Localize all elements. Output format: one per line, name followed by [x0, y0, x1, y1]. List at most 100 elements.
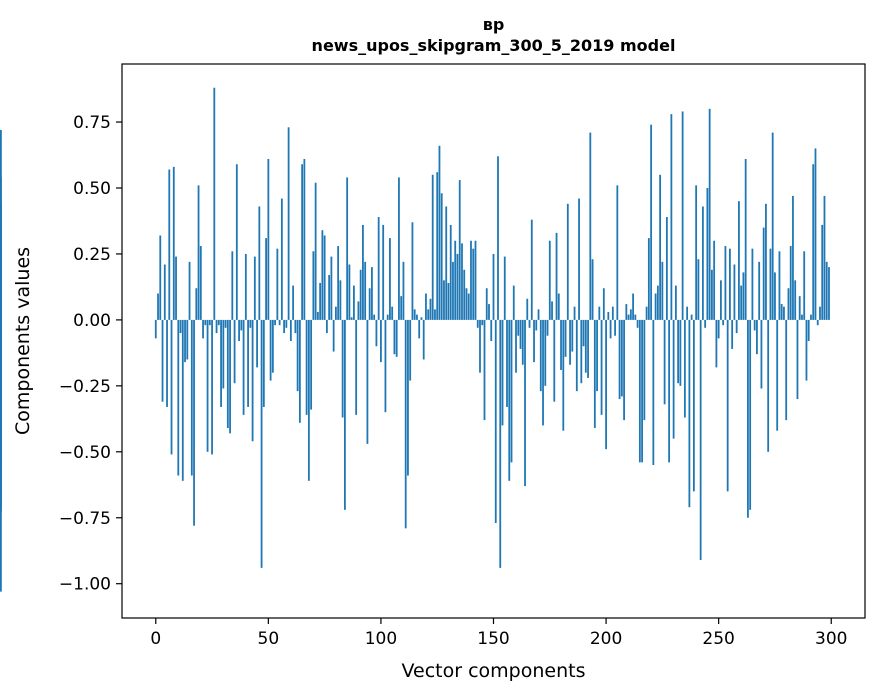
bar: [828, 267, 830, 320]
bar: [769, 248, 772, 320]
bar: [474, 240, 477, 320]
bar: [231, 251, 234, 320]
bar: [386, 314, 389, 320]
bar: [321, 230, 324, 320]
bar: [708, 108, 711, 320]
bar: [393, 319, 396, 355]
bar: [204, 319, 207, 326]
bar: [515, 319, 517, 373]
bar: [726, 319, 729, 492]
bar: [265, 238, 267, 320]
bar: [404, 319, 407, 529]
bar: [346, 177, 349, 320]
bar: [528, 319, 531, 328]
bar: [663, 319, 666, 405]
bar: [364, 261, 367, 320]
bar: [445, 206, 448, 320]
bar: [735, 319, 738, 334]
bar: [792, 195, 794, 320]
bar: [193, 319, 195, 526]
bar: [416, 314, 418, 320]
bar: [449, 224, 452, 320]
bar: [620, 319, 623, 397]
bar: [479, 319, 481, 373]
bar: [319, 282, 322, 320]
bar: [238, 319, 240, 341]
bar: [0, 319, 2, 592]
bar: [305, 319, 308, 415]
bar: [609, 319, 612, 339]
bar: [645, 306, 648, 320]
bar: [452, 261, 454, 320]
bar: [380, 319, 382, 363]
bar: [539, 319, 542, 392]
bar: [206, 319, 209, 452]
bar: [760, 319, 763, 389]
bar: [454, 240, 457, 320]
bar: [398, 177, 400, 320]
bar: [249, 319, 252, 328]
bar: [661, 261, 664, 320]
bar: [463, 269, 466, 320]
bar: [362, 224, 364, 320]
y-tick-label: −1.00: [59, 575, 111, 595]
bar: [384, 319, 387, 413]
bar: [366, 319, 369, 444]
bar: [638, 319, 641, 463]
bar: [0, 129, 2, 320]
chart-title-line2: news_upos_skipgram_300_5_2019 model: [312, 36, 676, 55]
bar: [294, 319, 297, 334]
bar: [530, 219, 533, 320]
bar: [724, 246, 727, 320]
bar: [411, 222, 414, 320]
bar: [672, 319, 675, 439]
bar: [542, 319, 544, 426]
bar: [168, 169, 171, 320]
bar: [436, 172, 439, 320]
bar: [571, 319, 574, 352]
bar: [323, 235, 326, 320]
bar: [157, 293, 159, 320]
bar: [400, 296, 403, 320]
y-tick-label: 0.25: [73, 245, 111, 265]
bar: [490, 319, 493, 341]
bar: [533, 319, 535, 363]
bar: [175, 256, 177, 320]
bar: [163, 264, 166, 320]
bar: [278, 319, 281, 326]
bar: [812, 164, 815, 320]
bar: [733, 264, 736, 320]
bar: [375, 319, 378, 347]
bar: [217, 319, 220, 326]
bar: [816, 319, 819, 326]
bar: [233, 319, 236, 384]
bar: [251, 319, 254, 442]
x-tick-label: 300: [815, 629, 847, 649]
bar: [692, 319, 695, 492]
bar: [307, 319, 310, 481]
bar: [546, 319, 549, 336]
bar: [501, 319, 504, 426]
bar: [447, 282, 450, 320]
bar: [190, 319, 193, 476]
bar: [798, 296, 801, 320]
bar: [368, 288, 371, 320]
bar: [235, 164, 238, 320]
bar: [371, 267, 373, 320]
bar: [623, 319, 625, 421]
bar: [256, 319, 258, 368]
bar: [409, 319, 412, 381]
x-axis: 0 50 100 150 200 250 300: [150, 618, 847, 649]
chart-title-line1: вр: [483, 15, 505, 34]
bar: [555, 232, 558, 320]
bar: [188, 261, 191, 320]
y-tick-label: 0.50: [73, 179, 111, 199]
bar: [564, 319, 567, 357]
bar: [807, 319, 810, 341]
bar: [591, 259, 594, 320]
bar: [508, 319, 511, 481]
bar: [659, 174, 662, 320]
bar: [722, 319, 725, 326]
bar: [298, 319, 301, 423]
